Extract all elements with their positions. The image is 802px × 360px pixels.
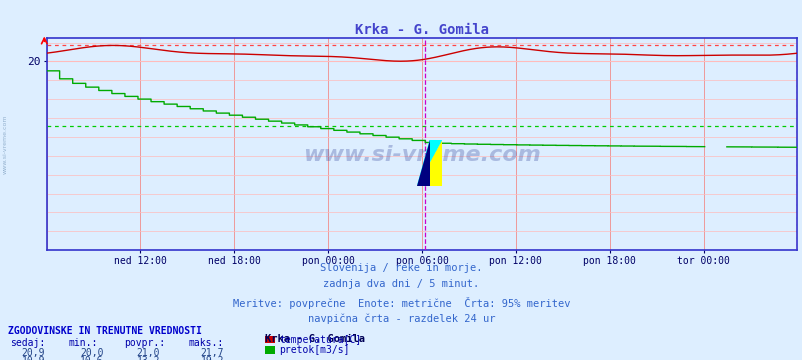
Text: ZGODOVINSKE IN TRENUTNE VREDNOSTI: ZGODOVINSKE IN TRENUTNE VREDNOSTI [8,326,201,336]
Polygon shape [416,140,442,186]
Text: 20,0: 20,0 [80,348,103,358]
Text: 10,9: 10,9 [22,356,45,360]
Text: maks.:: maks.: [188,338,224,348]
Text: www.si-vreme.com: www.si-vreme.com [302,145,541,165]
Text: 21,0: 21,0 [136,348,160,358]
Text: 21,7: 21,7 [200,348,224,358]
Text: sedaj:: sedaj: [10,338,45,348]
Title: Krka - G. Gomila: Krka - G. Gomila [354,23,488,37]
Text: 10,6: 10,6 [80,356,103,360]
Text: www.si-vreme.com: www.si-vreme.com [3,114,8,174]
Text: Krka - G. Gomila: Krka - G. Gomila [265,334,365,344]
Text: temperatura[C]: temperatura[C] [279,335,361,345]
Text: 13,2: 13,2 [136,356,160,360]
Text: Meritve: povprečne  Enote: metrične  Črta: 95% meritev: Meritve: povprečne Enote: metrične Črta:… [233,297,569,309]
Text: min.:: min.: [68,338,98,348]
Text: 19,2: 19,2 [200,356,224,360]
Polygon shape [416,140,442,186]
Text: zadnja dva dni / 5 minut.: zadnja dva dni / 5 minut. [323,279,479,289]
Polygon shape [416,140,429,186]
Text: Slovenija / reke in morje.: Slovenija / reke in morje. [320,263,482,273]
Text: navpična črta - razdelek 24 ur: navpična črta - razdelek 24 ur [307,313,495,324]
Text: pretok[m3/s]: pretok[m3/s] [279,345,350,355]
Text: 20,9: 20,9 [22,348,45,358]
Text: povpr.:: povpr.: [124,338,165,348]
